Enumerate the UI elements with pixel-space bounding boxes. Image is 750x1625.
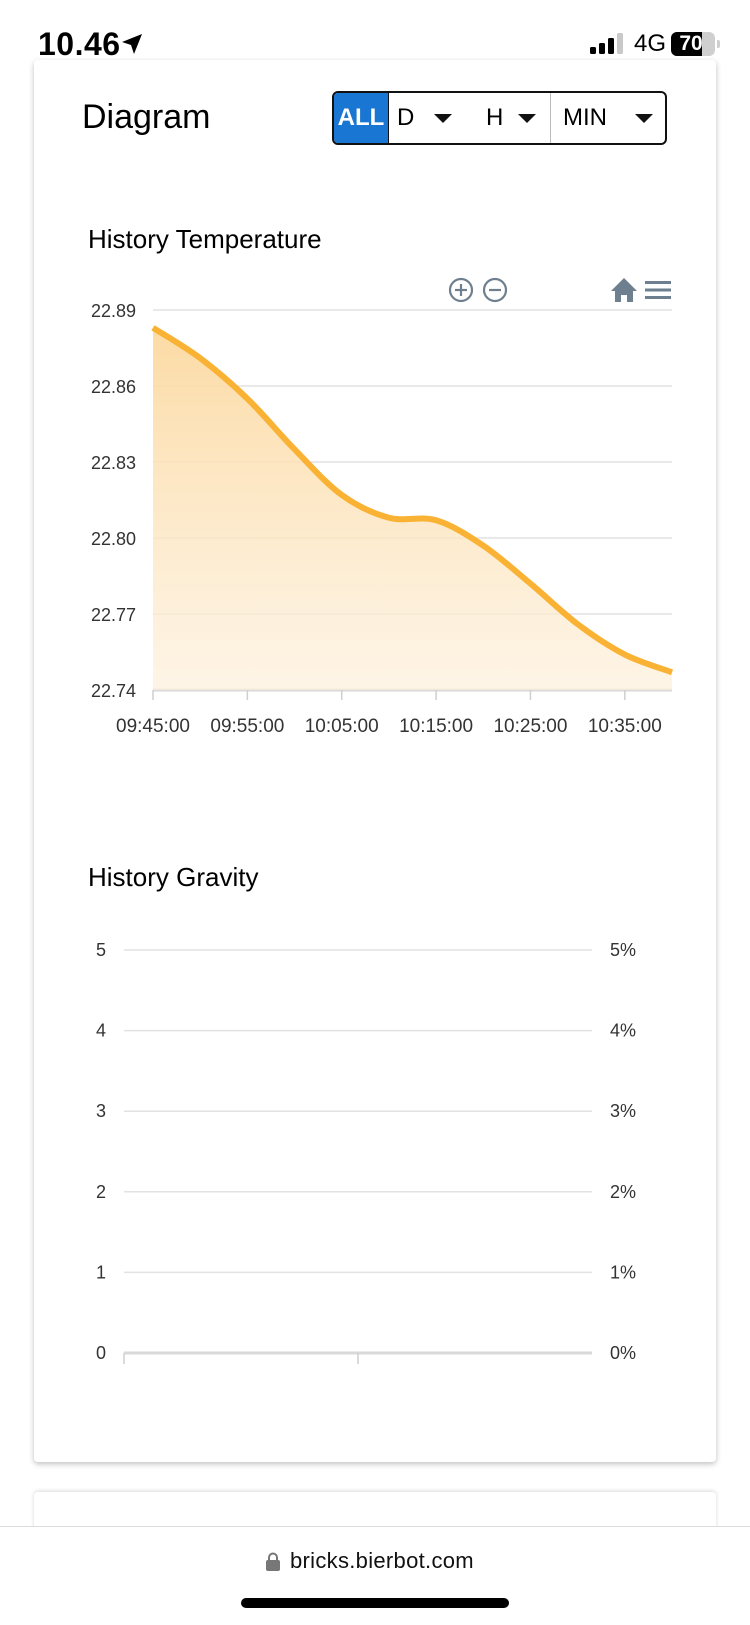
- temperature-y-tick-label: 22.86: [91, 377, 136, 397]
- gravity-y-tick-label-left: 3: [96, 1101, 106, 1121]
- browser-address-bar[interactable]: [0, 1526, 750, 1625]
- gravity-y-tick-label-left: 4: [96, 1021, 106, 1041]
- page-title: Diagram: [82, 98, 211, 136]
- range-hour-dropdown[interactable]: H: [466, 93, 550, 143]
- gravity-y-tick-label-right: 3%: [610, 1101, 636, 1121]
- temperature-x-tick-label: 10:25:00: [493, 716, 567, 737]
- range-hour-label: H: [486, 104, 504, 131]
- cellular-signal-icon: [590, 33, 623, 54]
- temperature-y-tick-label: 22.77: [91, 605, 136, 625]
- range-minute-dropdown[interactable]: MIN: [550, 93, 665, 143]
- battery-icon: 70: [671, 32, 720, 56]
- temperature-chart-title: History Temperature: [88, 224, 322, 254]
- chevron-down-icon: [434, 114, 452, 123]
- gravity-y-tick-label-left: 5: [96, 940, 106, 960]
- chevron-down-icon: [518, 114, 536, 123]
- temperature-y-tick-label: 22.83: [91, 453, 136, 473]
- range-day-dropdown[interactable]: D: [388, 93, 466, 143]
- temperature-x-tick-label: 09:45:00: [116, 716, 190, 737]
- url-text: bricks.bierbot.com: [290, 1548, 474, 1573]
- temperature-series-line: [151, 325, 674, 676]
- temperature-x-tick-label: 10:05:00: [305, 716, 379, 737]
- diagram-card: [34, 60, 716, 1462]
- gravity-y-tick-label-left: 1: [96, 1262, 106, 1282]
- battery-level: 70: [679, 32, 703, 55]
- home-indicator: [241, 1598, 509, 1608]
- gravity-chart-title: History Gravity: [88, 862, 259, 892]
- zoom-in-icon[interactable]: [448, 277, 474, 303]
- temperature-y-tick-label: 22.80: [91, 529, 136, 549]
- temperature-y-tick-label: 22.89: [91, 301, 136, 321]
- range-all-button[interactable]: ALL: [334, 93, 388, 143]
- gravity-y-tick-label-right: 0%: [610, 1343, 636, 1363]
- zoom-out-icon[interactable]: [482, 277, 508, 303]
- chevron-down-icon: [635, 114, 653, 123]
- network-type-label: 4G: [634, 30, 667, 57]
- gravity-chart: 5 5% 4 4% 3 3% 2 2% 1 1% 0 0%: [96, 940, 636, 1364]
- menu-icon[interactable]: [645, 281, 671, 299]
- range-minute-label: MIN: [563, 104, 607, 131]
- temperature-area-fill: [153, 327, 672, 690]
- temperature-x-tick-label: 09:55:00: [210, 716, 284, 737]
- gravity-y-tick-label-right: 2%: [610, 1182, 636, 1202]
- status-time: 10.46: [38, 26, 121, 62]
- temperature-y-tick-label: 22.74: [91, 681, 136, 701]
- gravity-y-tick-label-left: 0: [96, 1343, 106, 1363]
- gravity-y-tick-label-right: 5%: [610, 940, 636, 960]
- gravity-y-tick-label-right: 4%: [610, 1021, 636, 1041]
- temperature-chart: 22.89 22.86 22.83 22.80 22.77 22.74 09:45:00 0…: [91, 277, 674, 737]
- gravity-y-tick-label-left: 2: [96, 1182, 106, 1202]
- gravity-y-tick-label-right: 1%: [610, 1262, 636, 1282]
- temperature-x-tick-label: 10:35:00: [588, 716, 662, 737]
- home-icon[interactable]: [611, 278, 637, 302]
- temperature-x-tick-label: 10:15:00: [399, 716, 473, 737]
- time-range-selector: ALL D H MIN: [332, 91, 667, 145]
- lock-icon: [266, 1552, 280, 1571]
- range-day-label: D: [397, 104, 415, 131]
- location-arrow-icon: [122, 34, 142, 54]
